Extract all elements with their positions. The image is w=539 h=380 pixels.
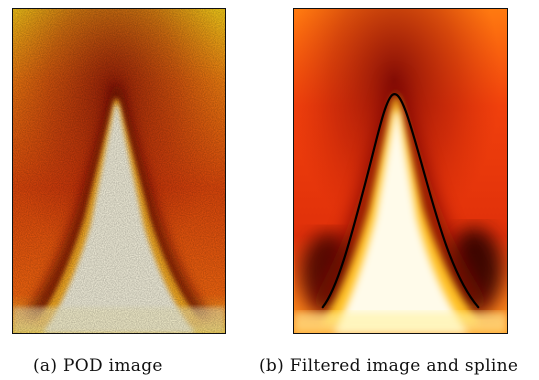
- pod-heatmap: [13, 9, 225, 333]
- filtered-image-panel: [293, 8, 508, 334]
- spline-curve: [321, 93, 480, 309]
- filtered-heatmap: [294, 9, 507, 333]
- caption-filtered-image: (b) Filtered image and spline: [259, 356, 519, 376]
- pod-image-panel: [12, 8, 226, 334]
- caption-pod-image: (a) POD image: [33, 356, 163, 376]
